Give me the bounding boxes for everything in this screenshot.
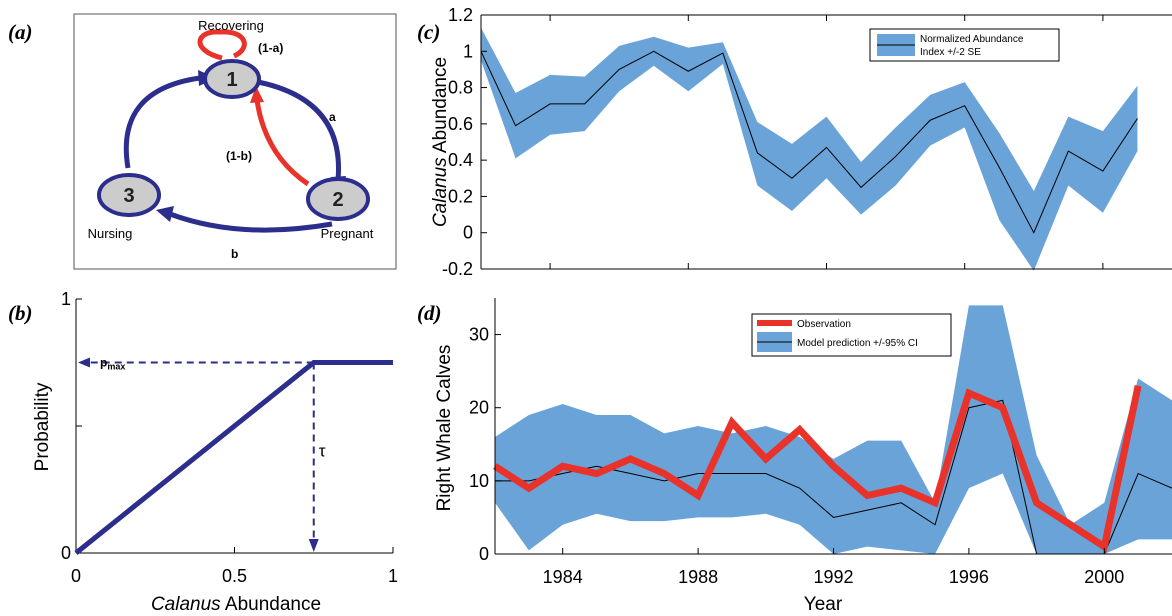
panel-b-marks: 0 0.5 1 0 1 pmax τ [61,289,398,586]
transition-1-to-2 [257,79,342,181]
panel-d-xtick-label: 2000 [1084,567,1124,587]
state-number-3: 3 [123,185,134,207]
state-label-recovering: Recovering [198,18,264,33]
panel-c: (c) Calanus Abundance -0.2 0 0.2 0.4 0.6 0.8 1… [417,5,1172,279]
panel-b-tau-arrowhead [308,539,319,552]
panel-b-xtick-label: 1 [388,566,398,586]
panel-c-ytick-label: 1.2 [448,5,473,25]
panel-b-pmax-subscript: max [107,362,125,372]
panel-d-legend: Observation Model prediction +/-95% CI [751,313,952,357]
panel-d-xlabel: Year [804,594,843,615]
state-node-3 [97,173,161,217]
state-number-2: 2 [332,189,343,211]
state-number-1: 1 [226,69,237,91]
panel-b-ytick-label: 0 [61,543,71,563]
panel-c-ytick-label: 0 [463,223,473,243]
panel-c-ylabel-italic: Calanus [430,157,451,227]
panel-b-tau-label: τ [319,441,326,460]
transition-label-1-b: (1-b) [226,149,252,163]
panel-d-xtick-label: 1992 [813,567,853,587]
panel-d-ylabel: Right Whale Calves [434,345,455,512]
panel-b-pmax-label: pmax [100,356,125,372]
panel-d-ytick-label: 30 [469,325,489,345]
panel-c-ytick-label: 0.8 [448,78,473,98]
panel-d-legend-model-text: Model prediction +/-95% CI [797,338,918,349]
transition-label-self: (1-a) [258,41,283,55]
panel-label-b: (b) [8,301,33,325]
panel-d-ytick-label: 0 [479,544,489,564]
panel-b-ylabel: Probability [32,382,53,471]
panel-d-legend-obs-text: Observation [797,319,851,330]
panel-d-xtick-label: 1996 [949,567,989,587]
panel-label-c: (c) [417,20,440,44]
panel-d-ytick-label: 20 [469,398,489,418]
panel-b-xtick-label: 0.5 [222,566,247,586]
panel-c-legend-text-1: Normalized Abundance [920,34,1024,45]
panel-d-xtick-label: 1988 [678,567,718,587]
transition-2-to-1-arrowhead [250,86,264,103]
panel-b: (b) Probability Calanus Abundance 0 0.5 10… [8,289,398,615]
panel-d-marks: 0 10 20 30 1984 1988 1992 1996 2000 [469,298,1172,587]
panel-c-ytick-label: 0.6 [448,114,473,134]
panel-c-ylabel-rest: Abundance [430,57,451,157]
self-loop-1 [197,29,247,61]
state-label-nursing: Nursing [88,226,133,241]
panel-d-ci-band [495,305,1172,554]
panel-label-d: (d) [417,301,442,325]
transition-2-to-1 [254,99,310,187]
transition-label-a: a [329,110,336,124]
panel-c-ylabel: Calanus Abundance [430,57,451,227]
panel-b-xtick-label: 0 [71,566,81,586]
panel-b-probability-line [74,360,393,555]
panel-d-xtick-label: 1984 [543,567,583,587]
panel-b-xlabel-rest: Abundance [221,594,321,615]
panel-d: (d) Right Whale Calves Year 0 10 20 30 1984 1… [417,298,1172,615]
panel-b-ytick-label: 1 [61,289,71,309]
state-node-2 [306,177,370,221]
transition-label-b: b [231,247,238,261]
panel-b-xlabel: Calanus Abundance [151,594,321,615]
panel-d-observation-line [493,385,1142,553]
panel-b-xlabel-italic: Calanus [151,594,221,615]
state-label-pregnant: Pregnant [321,226,374,241]
panel-c-marks: -0.2 0 0.2 0.4 0.6 0.8 1 1.2 [442,5,1172,279]
transition-2-to-3 [169,211,333,233]
panel-c-legend: Normalized Abundance Index +/-2 SE [869,28,1060,62]
panel-c-legend-text-2: Index +/-2 SE [920,47,981,58]
transition-3-to-1 [123,75,201,169]
panel-c-se-band [481,27,1138,271]
panel-b-pmax-arrowhead [78,357,90,368]
panel-c-ytick-label: 0.4 [448,150,473,170]
panel-a: (a) 1 2 3 Recovering Pregnant Nursing (1… [8,13,397,270]
transition-2-to-3-arrowhead [156,206,174,222]
panel-c-ytick-label: 1 [463,41,473,61]
panel-c-ytick-label: -0.2 [442,259,473,279]
state-node-1 [203,59,261,99]
panel-c-ytick-label: 0.2 [448,186,473,206]
panel-label-a: (a) [8,20,33,44]
panel-d-ytick-label: 10 [469,471,489,491]
panel-c-mean-line [480,50,1138,234]
